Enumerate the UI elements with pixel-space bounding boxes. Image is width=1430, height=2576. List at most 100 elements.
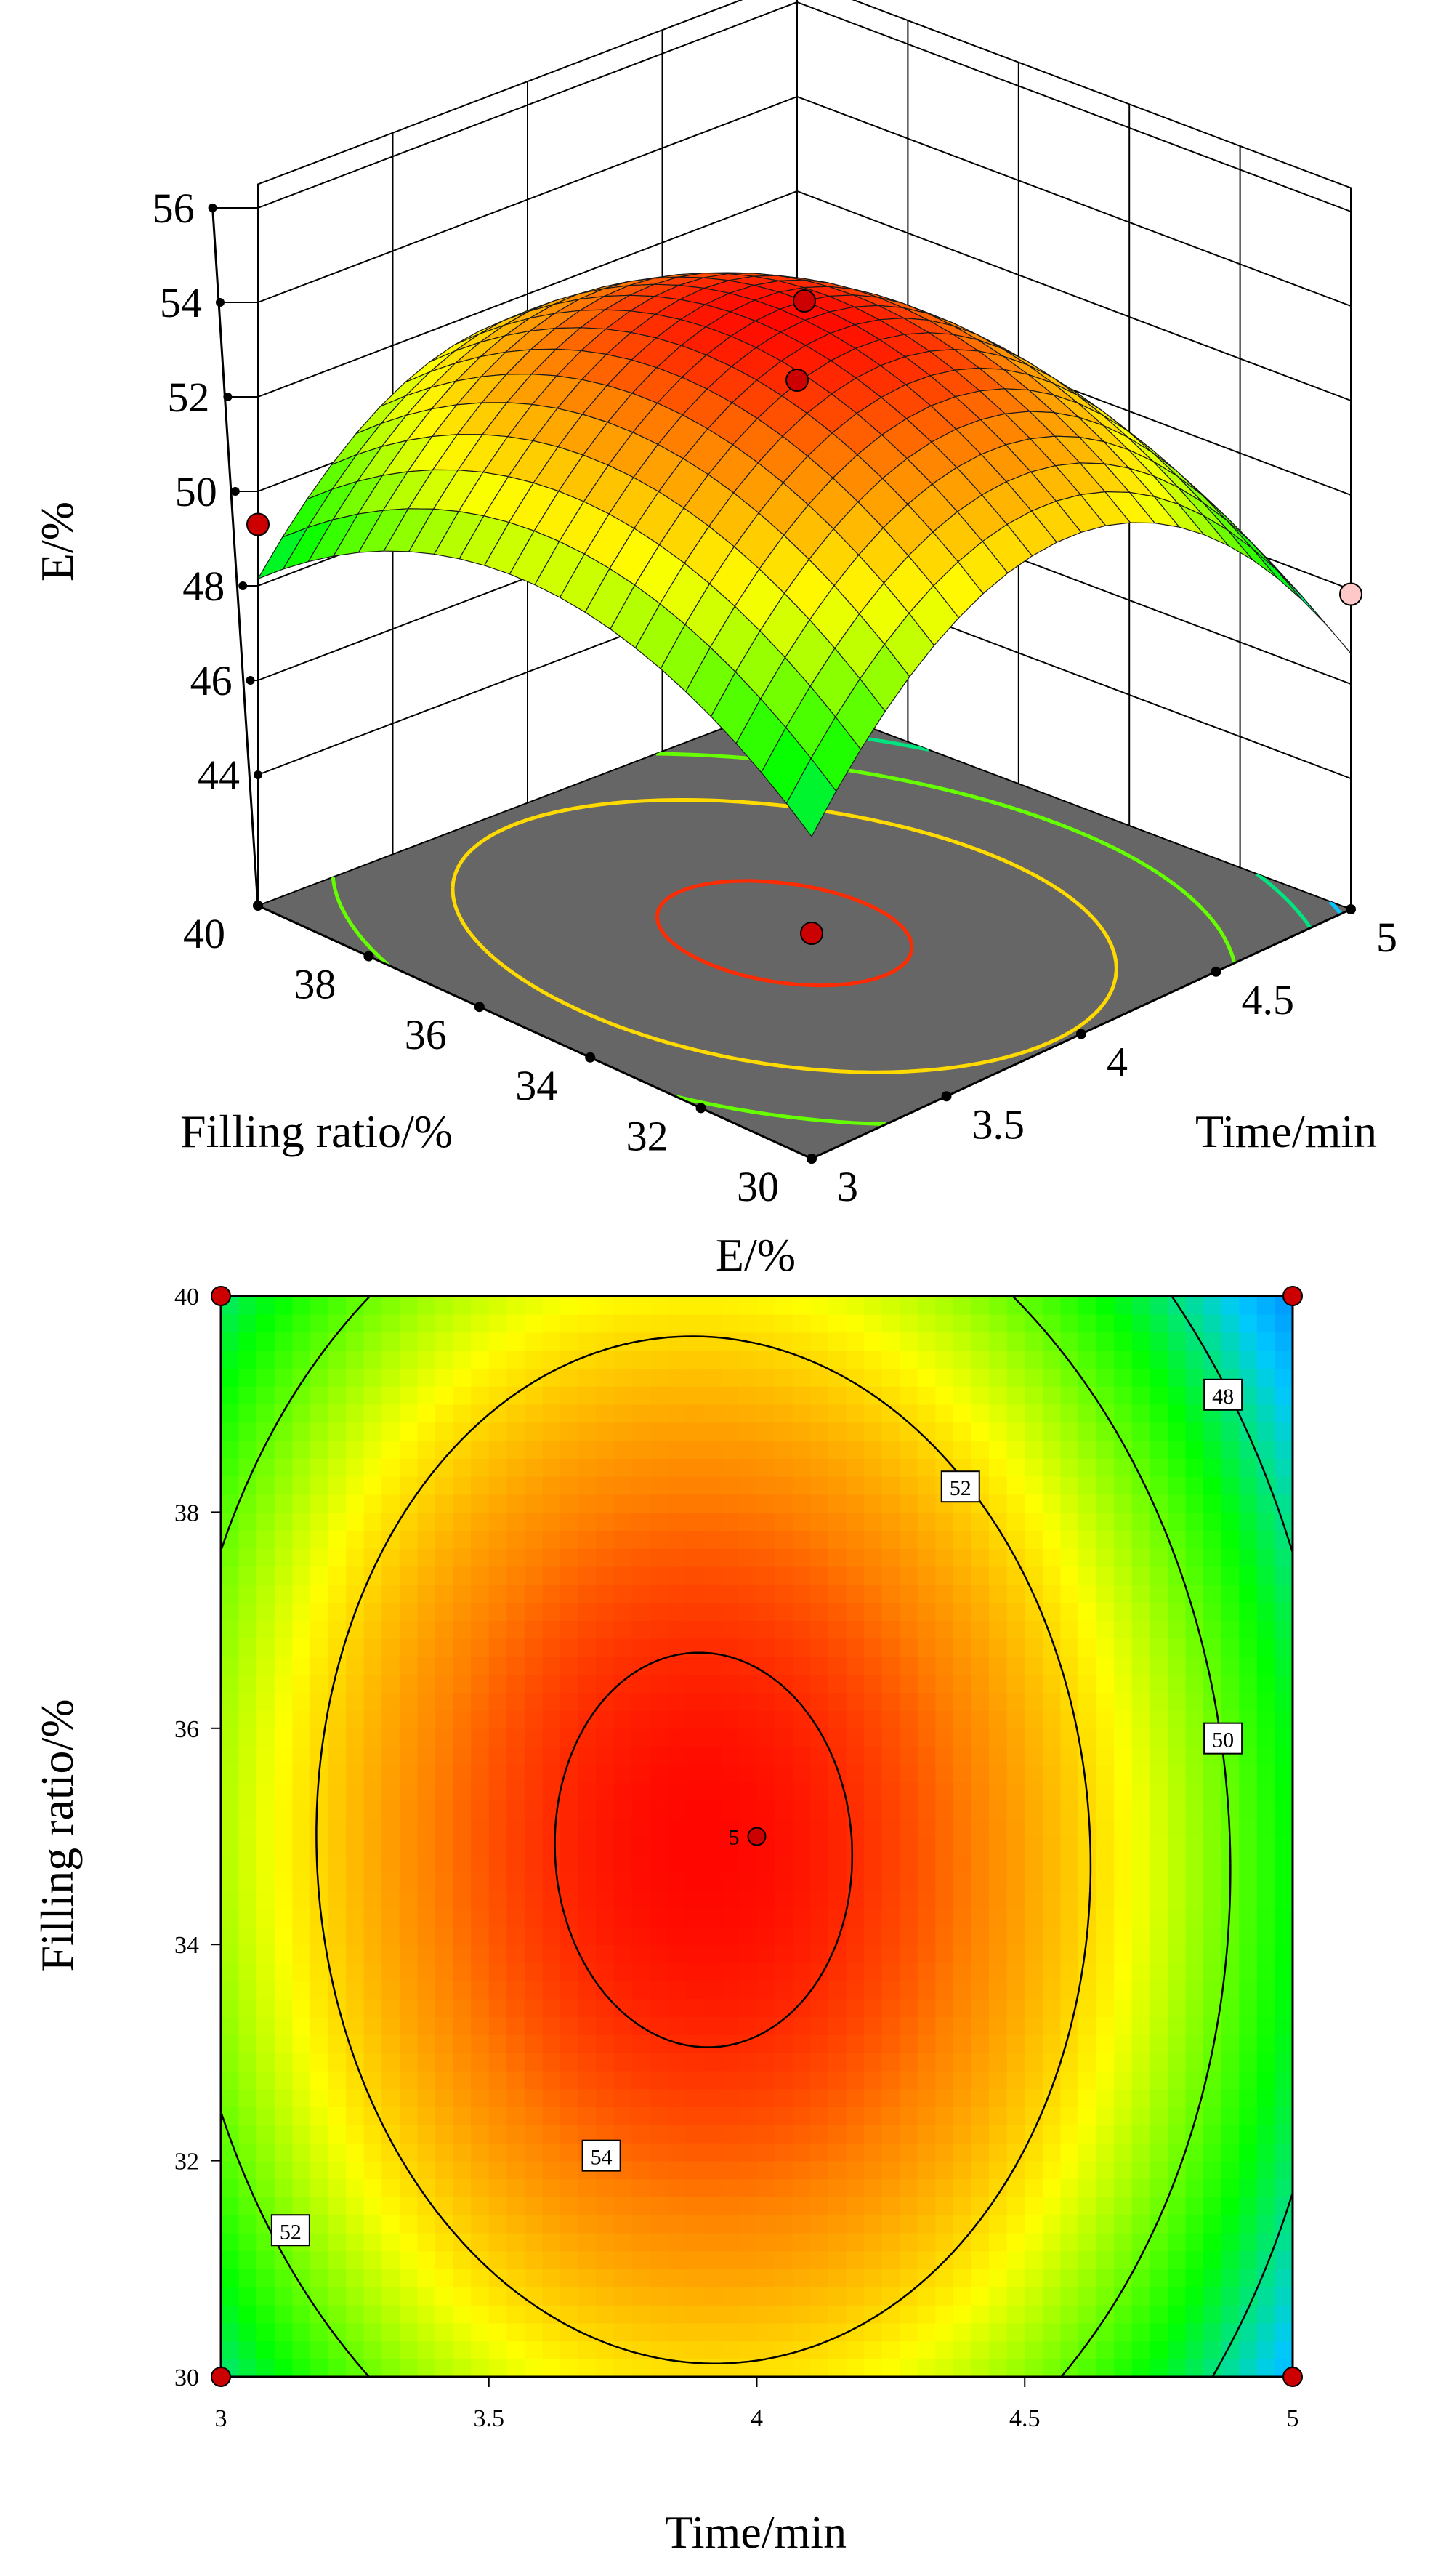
heatmap-cell [1256,1890,1276,1909]
heatmap-cell [542,2052,561,2072]
heatmap-cell [1060,1728,1079,1747]
heatmap-cell [810,1710,829,1729]
heatmap-cell [792,1566,812,1585]
heatmap-cell [810,2178,829,2197]
heatmap-cell [631,1422,650,1441]
heatmap-cell [971,2269,990,2287]
heatmap-cell [1006,1926,1026,1945]
heatmap-cell [310,1980,329,2000]
heatmap-cell [703,2359,722,2377]
heatmap-cell [721,1584,740,1603]
heatmap-cell [1150,1584,1168,1603]
heatmap-cell [917,1854,937,1873]
heatmap-cell [1114,1872,1133,1891]
heatmap-cell [1025,2160,1043,2180]
heatmap-cell [650,1782,668,1801]
heatmap-cell [578,1476,597,1495]
heatmap-cell [1239,1980,1258,2000]
heatmap-cell [578,2287,597,2306]
heatmap-cell [775,1476,793,1495]
heatmap-cell [1025,1547,1043,1567]
heatmap-cell [1203,1944,1222,1963]
heatmap-cell [846,1422,865,1441]
heatmap-cell [881,2052,900,2072]
heatmap-cell [721,1854,740,1873]
heatmap-cell [417,2269,436,2287]
heatmap-cell [256,1494,275,1513]
heatmap-cell [524,1440,544,1459]
heatmap-cell [971,2178,990,2197]
heatmap-cell [953,2197,972,2215]
heatmap-cell [650,2304,668,2324]
heatmap-cell [846,1674,865,1694]
heatmap-cell [1025,2016,1043,2035]
heatmap-cell [1150,1764,1168,1783]
heatmap-cell [935,1710,954,1729]
heatmap-cell [846,2142,865,2162]
heatmap-cell [1096,1656,1115,1675]
heatmap-cell [1239,1944,1258,1963]
heatmap-cell [971,1926,990,1945]
heatmap-cell [953,1998,972,2018]
heatmap-cell [399,1656,419,1675]
heatmap-cell [471,1494,490,1513]
heatmap-cell [631,1566,650,1585]
heatmap-cell [221,2250,240,2270]
heatmap-cell [1275,1782,1293,1801]
heatmap-cell [381,1944,400,1963]
heatmap-cell [1114,2160,1133,2180]
heatmap-cell [864,2088,883,2108]
heatmap-cell [363,1440,383,1459]
heatmap-cell [721,2160,740,2180]
heatmap-cell [775,1854,793,1873]
heatmap-cell [1131,1836,1151,1856]
heatmap-cell [506,1296,525,1315]
heatmap-cell [578,2269,597,2287]
heatmap-cell [1042,1728,1062,1747]
heatmap-cell [310,1547,329,1567]
heatmap-cell [471,1836,490,1856]
heatmap-cell [864,2232,883,2252]
heatmap-cell [1131,1584,1151,1603]
heatmap-cell [1114,1890,1133,1909]
heatmap-cell [846,1926,865,1945]
heatmap-cell [256,2359,275,2377]
heatmap-cell [1275,1692,1293,1711]
heatmap-cell [685,1620,704,1639]
heatmap-cell [935,2269,954,2287]
heatmap-cell [738,1854,758,1873]
heatmap-cell [881,1476,900,1495]
heatmap-cell [738,1584,758,1603]
heatmap-cell [953,1332,972,1351]
heatmap-cell [1239,2197,1258,2215]
heatmap-cell [1256,2269,1276,2287]
heatmap-cell [346,1584,365,1603]
heatmap-cell [221,1746,240,1766]
heatmap-cell [274,1566,294,1585]
heatmap-cell [917,1890,937,1909]
heatmap-cell [1006,1872,1026,1891]
heatmap-cell [828,2125,847,2144]
heatmap-cell [1114,1908,1133,1928]
heatmap-cell [1131,1368,1151,1387]
heatmap-cell [221,1512,240,1531]
heatmap-cell [310,2269,329,2287]
heatmap-cell [1167,1385,1187,1405]
heatmap-cell [417,1547,436,1567]
heatmap-cell [381,1476,400,1495]
heatmap-cell [596,2070,615,2090]
heatmap-cell [917,2287,937,2306]
heatmap-cell [935,1944,954,1963]
heatmap-cell [417,1728,436,1747]
heatmap-cell [1167,1746,1187,1766]
heatmap-cell [524,1746,544,1766]
heatmap-cell [971,2142,990,2162]
heatmap-cell [1221,2359,1240,2377]
heatmap-cell [1060,2142,1079,2162]
heatmap-cell [1150,1296,1168,1315]
heatmap-cell [328,2214,347,2234]
heatmap-cell [935,1350,954,1369]
heatmap-cell [1114,1512,1133,1531]
heatmap-cell [792,1476,812,1495]
heatmap-cell [881,1656,900,1675]
